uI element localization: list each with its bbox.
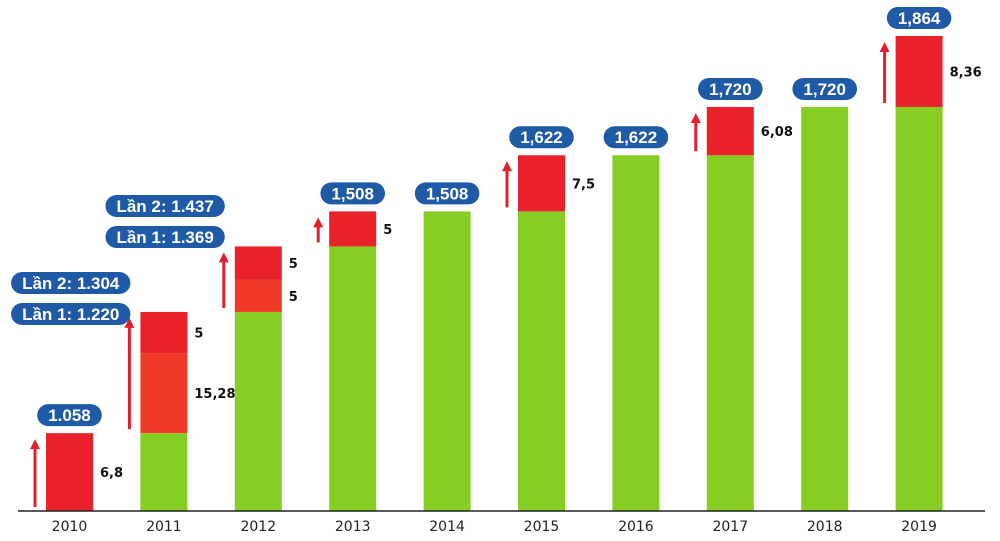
increase-arrow-2011 [124, 317, 135, 328]
bar-increase-2010-1 [46, 433, 93, 511]
step-pill-2011-1: Lần 1: 1.220 [11, 303, 131, 325]
value-pill-2014: 1,508 [414, 182, 480, 205]
value-pill-2018: 1,720 [792, 77, 857, 100]
bar-increase-2011-2 [140, 311, 188, 354]
step-label-2012-1: Lần 1: 1.369 [116, 228, 213, 247]
step-pill-bg-2011-2 [11, 272, 131, 294]
step-pill-bg-2011-1 [11, 303, 131, 325]
tick-label-2014: 2014 [429, 519, 465, 535]
step-label-2011-1: Lần 1: 1.220 [22, 305, 119, 324]
step-pill-2012-1: Lần 1: 1.369 [105, 226, 225, 248]
value-label-2017: 1,720 [709, 80, 752, 99]
tick-label-2015: 2015 [524, 519, 560, 535]
increase-label-2011-2: 5 [194, 327, 203, 342]
value-label-2018: 1,720 [803, 80, 846, 99]
bar-increase-2017-1 [706, 106, 754, 156]
step-pill-bg-2012-2 [105, 195, 225, 217]
bar-base-2016 [612, 155, 660, 511]
value-pill-bg-2010 [37, 404, 102, 427]
increase-arrow-2019 [879, 42, 890, 52]
increase-arrow-2012 [218, 252, 229, 263]
bar-base-2017 [706, 155, 754, 511]
bar-base-2019 [895, 106, 943, 512]
bar-base-2018 [801, 106, 849, 512]
increase-label-2015-1: 7,5 [572, 177, 595, 192]
value-pill-2013: 1,508 [320, 182, 385, 205]
value-label-2013: 1,508 [331, 184, 374, 203]
step-pill-2012-2: Lần 2: 1.437 [105, 195, 225, 217]
bar-increase-2019-1 [895, 36, 943, 107]
increase-label-2017-1: 6,08 [761, 125, 793, 140]
bar-increase-2012-1 [234, 279, 282, 312]
labels-layer: 6,8 1.058 15,28 5 Lần 1: 1.220 Lần 2: 1.304 5 5… [11, 7, 982, 481]
bar-base-2013 [329, 246, 377, 511]
value-pill-2017: 1,720 [698, 77, 763, 100]
value-pill-2016: 1,622 [603, 126, 669, 149]
bar-base-2015 [518, 211, 565, 512]
increase-arrow-2010 [30, 439, 40, 450]
bar-base-2014 [423, 211, 471, 512]
step-label-2011-2: Lần 2: 1.304 [22, 274, 120, 293]
value-label-2019: 1,864 [898, 9, 941, 28]
bar-increase-2011-1 [140, 353, 188, 434]
increase-arrow-2015 [502, 161, 512, 172]
value-label-2016: 1,622 [615, 128, 658, 147]
bar-base-2012 [234, 311, 282, 511]
value-pill-bg-2016 [603, 126, 669, 149]
tick-label-2011: 2011 [146, 519, 182, 535]
step-pill-bg-2012-1 [105, 226, 225, 248]
increase-label-2013-1: 5 [383, 223, 392, 238]
tick-label-2013: 2013 [335, 519, 371, 535]
value-pill-2019: 1,864 [886, 7, 952, 29]
value-pill-bg-2014 [414, 182, 480, 205]
value-pill-bg-2015 [509, 126, 574, 149]
bar-base-2011 [140, 433, 188, 511]
increase-arrow-2013 [313, 217, 324, 228]
step-label-2012-2: Lần 2: 1.437 [116, 197, 213, 216]
step-pill-2011-2: Lần 2: 1.304 [11, 272, 131, 294]
value-pill-bg-2019 [886, 7, 952, 29]
bar-increase-2013-1 [329, 211, 377, 247]
tick-label-2017: 2017 [712, 519, 748, 535]
tick-label-2010: 2010 [52, 519, 88, 535]
bar-increase-2012-2 [234, 246, 282, 280]
increase-label-2012-2: 5 [289, 257, 298, 272]
tick-label-2016: 2016 [618, 519, 654, 535]
x-axis-ticks: 2010 2011 2012 2013 2014 2015 2016 2017 2018 2019 [52, 519, 937, 535]
increase-label-2010-1: 6,8 [100, 466, 123, 481]
value-label-2015: 1,622 [520, 128, 563, 147]
increase-label-2011-1: 15,28 [194, 387, 235, 402]
increase-label-2012-1: 5 [289, 290, 298, 305]
value-pill-bg-2017 [698, 77, 763, 100]
tick-label-2012: 2012 [240, 519, 276, 535]
value-pill-bg-2018 [792, 77, 857, 100]
value-pill-2015: 1,622 [509, 126, 574, 149]
bar-increase-2015-1 [518, 155, 565, 212]
tick-label-2019: 2019 [901, 519, 937, 535]
bars-layer [30, 36, 943, 512]
increase-arrow-2017 [690, 112, 701, 123]
increase-label-2019-1: 8,36 [950, 65, 982, 80]
tick-label-2018: 2018 [807, 519, 843, 535]
value-label-2010: 1.058 [48, 406, 91, 425]
value-label-2014: 1,508 [426, 184, 469, 203]
value-pill-bg-2013 [320, 182, 385, 205]
value-pill-2010: 1.058 [37, 404, 102, 427]
